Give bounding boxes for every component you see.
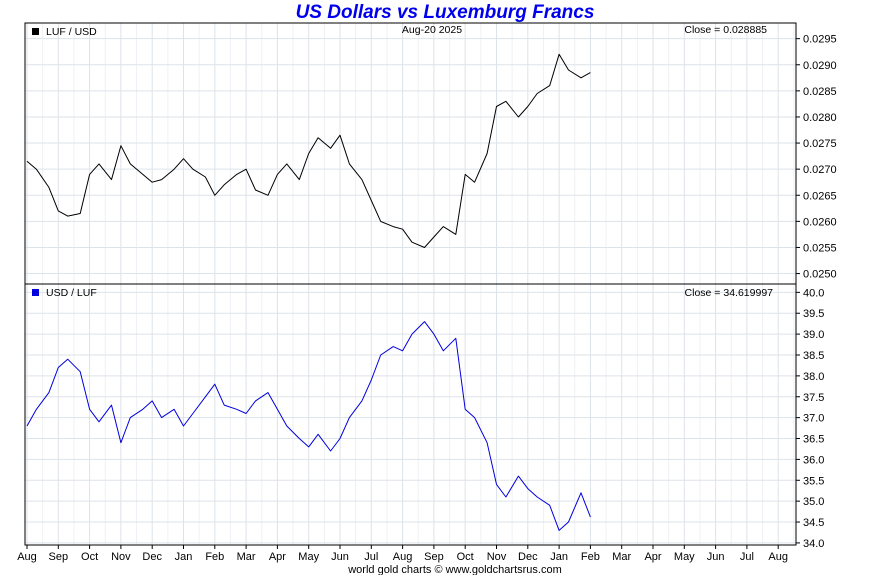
chart-title: US Dollars vs Luxemburg Francs: [295, 2, 595, 23]
top-y-tick-label: 0.0255: [803, 242, 837, 254]
top-y-tick-label: 0.0270: [803, 164, 837, 176]
x-tick-label: Aug: [17, 551, 37, 563]
bottom-y-tick-label: 40.0: [803, 287, 824, 299]
x-tick-label: May: [298, 551, 319, 563]
x-tick-label: May: [674, 551, 695, 563]
bottom-panel-series: [26, 321, 591, 531]
x-tick-label: Nov: [487, 551, 507, 563]
x-tick-label: Jul: [740, 551, 754, 563]
top-legend-label: LUF / USD: [46, 26, 97, 38]
x-tick-label: Oct: [457, 551, 474, 563]
x-tick-label: Dec: [142, 551, 162, 563]
x-tick-label: Sep: [424, 551, 444, 563]
bottom-y-tick-label: 36.0: [803, 454, 824, 466]
x-tick-label: Dec: [518, 551, 538, 563]
x-tick-label: Jul: [364, 551, 378, 563]
bottom-panel-frame: [24, 283, 797, 546]
bottom-close-label: Close = 34.619997: [685, 287, 774, 299]
x-tick-label: Nov: [111, 551, 131, 563]
bottom-y-tick-label: 36.5: [803, 434, 824, 446]
bottom-legend-label: USD / LUF: [46, 287, 97, 299]
top-y-tick-label: 0.0280: [803, 112, 837, 124]
bottom-y-tick-label: 39.5: [803, 308, 824, 320]
x-tick-label: Aug: [393, 551, 413, 563]
x-axis: Aug Sep Oct Nov Dec Jan Feb Mar Apr May Jun Jul Aug S…: [17, 545, 788, 563]
top-panel-grid: [25, 23, 796, 284]
top-close-label: Close = 0.028885: [684, 24, 767, 36]
bottom-series-line: [26, 321, 591, 531]
x-tick-label: Mar: [612, 551, 631, 563]
bottom-y-tick-label: 39.0: [803, 329, 824, 341]
top-y-tick-label: 0.0250: [803, 269, 837, 281]
bottom-y-tick-label: 38.0: [803, 371, 824, 383]
x-tick-label: Oct: [81, 551, 98, 563]
x-tick-label: Mar: [237, 551, 256, 563]
x-tick-label: Jun: [707, 551, 725, 563]
x-tick-label: Aug: [768, 551, 788, 563]
top-y-tick-label: 0.0295: [803, 34, 837, 46]
footer-credit: world gold charts © www.goldchartsrus.co…: [347, 564, 562, 575]
bottom-legend-swatch: [32, 289, 39, 296]
bottom-y-tick-label: 37.0: [803, 413, 824, 425]
top-panel-frame: [24, 22, 797, 285]
bottom-y-tick-label: 34.0: [803, 538, 824, 550]
top-y-tick-label: 0.0265: [803, 190, 837, 202]
date-label: Aug-20 2025: [402, 24, 462, 36]
bottom-y-tick-label: 35.0: [803, 496, 824, 508]
x-tick-label: Feb: [581, 551, 600, 563]
top-y-tick-label: 0.0285: [803, 86, 837, 98]
top-y-axis: 0.0250 0.0255 0.0260 0.0265 0.0270 0.0275 0.02…: [796, 34, 837, 281]
bottom-y-tick-label: 35.5: [803, 475, 824, 487]
top-series-line: [26, 53, 591, 248]
x-tick-label: Feb: [205, 551, 224, 563]
x-tick-label: Sep: [49, 551, 69, 563]
x-tick-label: Apr: [644, 551, 661, 563]
bottom-panel-grid: [25, 284, 796, 545]
bottom-y-tick-label: 38.5: [803, 350, 824, 362]
top-y-tick-label: 0.0275: [803, 138, 837, 150]
bottom-y-tick-label: 34.5: [803, 517, 824, 529]
top-y-tick-label: 0.0290: [803, 60, 837, 72]
x-tick-label: Jan: [550, 551, 568, 563]
x-tick-label: Apr: [269, 551, 286, 563]
top-y-tick-label: 0.0260: [803, 216, 837, 228]
x-tick-label: Jan: [175, 551, 193, 563]
bottom-y-tick-label: 37.5: [803, 392, 824, 404]
x-tick-label: Jun: [331, 551, 349, 563]
top-legend-swatch: [32, 28, 39, 35]
top-panel-series: [26, 53, 591, 248]
bottom-y-axis: 34.0 34.5 35.0 35.5 36.0 36.5 37.0 37.5 38.0 38.5…: [796, 287, 824, 550]
